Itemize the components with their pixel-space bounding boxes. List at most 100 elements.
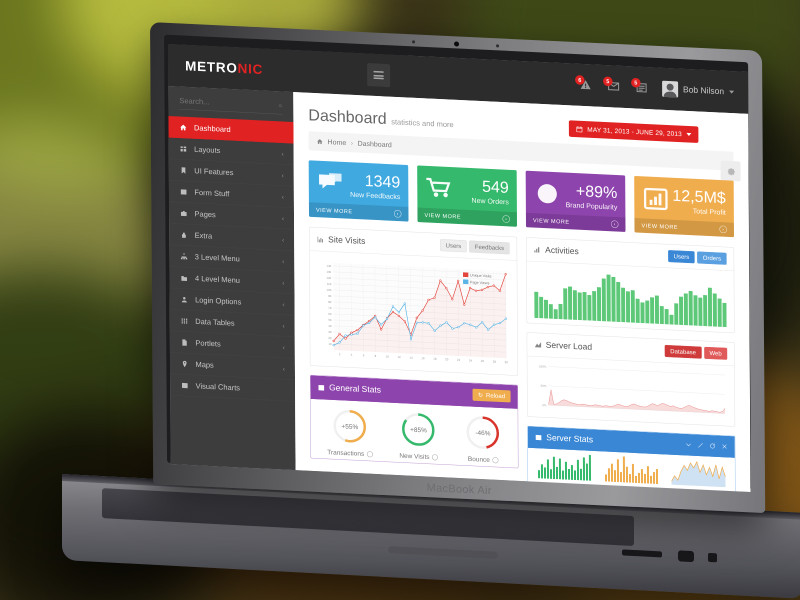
svg-text:30: 30 [505, 360, 509, 364]
sidebar: Dashboard Layouts ‹ UI Features ‹ Form Stuff ‹… [168, 86, 296, 471]
search-input[interactable] [179, 96, 279, 110]
portlet-title-text: Site Visits [328, 234, 366, 246]
info-icon[interactable] [432, 454, 439, 461]
tasks-icon[interactable]: 5 [630, 77, 649, 96]
alerts-icon[interactable]: 6 [574, 75, 593, 93]
sidebar-item-label: Visual Charts [195, 381, 241, 393]
sidebar-item-label: Form Stuff [194, 188, 230, 199]
sidebar-item-pages[interactable]: Pages ‹ [168, 202, 295, 230]
sidebar-item-maps[interactable]: Maps ‹ [169, 352, 296, 381]
activities-chart[interactable] [534, 269, 727, 328]
svg-text:26: 26 [481, 359, 485, 363]
sidebar-item-3-level-menu[interactable]: 3 Level Menu ‹ [169, 245, 295, 273]
refresh-icon[interactable] [709, 442, 716, 449]
svg-text:8: 8 [375, 354, 377, 358]
page-title: Dashboard statistics and more [308, 106, 453, 131]
breadcrumb: Home › Dashboard [308, 131, 734, 171]
info-icon[interactable] [366, 450, 373, 458]
breadcrumb-home[interactable]: Home [327, 137, 347, 147]
wrench-icon[interactable] [697, 442, 704, 449]
portlet-general-stats: General Stats ↻ Reload +55% Transactions +… [309, 374, 519, 469]
stat-tile-total-profit[interactable]: 12,5M$ Total Profit VIEW MORE › [634, 175, 735, 238]
chevron-left-icon: ‹ [281, 171, 284, 179]
site-visits-chart[interactable]: 10 20 30 40 50 60 70 80 90 100 110 120 130 140 2 4 6 8 10 1… [317, 257, 511, 369]
svg-text:18: 18 [433, 357, 437, 361]
sidebar-toggle-button[interactable] [367, 63, 391, 88]
stat-tile-new-orders[interactable]: 549 New Orders VIEW MORE › [417, 165, 518, 227]
chevron-down-icon[interactable] [685, 441, 692, 448]
sidebar-item-label: Layouts [194, 145, 221, 155]
svg-text:50%: 50% [541, 384, 547, 388]
sidebar-item-visual-charts[interactable]: Visual Charts [170, 374, 296, 402]
sidebar-item-label: Login Options [195, 295, 242, 307]
messages-icon[interactable]: 5 [602, 76, 621, 95]
arrow-right-icon: › [393, 209, 402, 218]
sidebar-item-form-stuff[interactable]: Form Stuff ‹ [168, 180, 294, 209]
button-users[interactable]: Users [440, 239, 467, 253]
sidebar-item-ui-features[interactable]: UI Features ‹ [168, 159, 294, 187]
sidebar-item-portlets[interactable]: Portlets ‹ [169, 331, 295, 359]
sidebar-item-label: Extra [194, 231, 213, 241]
sidebar-item-extra[interactable]: Extra ‹ [169, 223, 295, 252]
svg-text:Unique Visits: Unique Visits [470, 273, 492, 278]
grid-icon [180, 317, 189, 325]
logo[interactable]: METRONIC [185, 58, 263, 77]
chevron-down-icon [729, 90, 735, 94]
reload-icon: ↻ [477, 391, 484, 399]
info-icon[interactable] [492, 457, 499, 464]
donut-label: Bounce [467, 455, 490, 464]
file-icon [180, 338, 189, 346]
button-feedbacks[interactable]: Feedbacks [469, 240, 510, 255]
cart-icon [425, 176, 452, 202]
pin-icon [180, 360, 189, 368]
user-icon [180, 295, 189, 303]
stat-tile-new-feedbacks[interactable]: 1349 New Feedbacks VIEW MORE › [308, 160, 409, 222]
top-navbar: METRONIC 6 5 5 Bob Ni [168, 44, 749, 114]
logo-main: METRO [185, 58, 238, 76]
sidebar-item-dashboard[interactable]: Dashboard [168, 116, 294, 144]
svg-text:0%: 0% [542, 403, 547, 407]
donut-value: +55% [341, 422, 359, 431]
date-range-label: MAY 31, 2013 - JUNE 29, 2013 [587, 125, 682, 138]
button-database[interactable]: Database [664, 344, 702, 359]
view-more-label: VIEW MORE [424, 212, 462, 220]
sidebar-item-login-options[interactable]: Login Options ‹ [169, 288, 295, 316]
button-users[interactable]: Users [668, 250, 695, 264]
layout-icon [179, 145, 188, 153]
server-load-chart[interactable]: 0% 50% 100% [534, 362, 727, 420]
microphone-dot-2 [496, 44, 500, 48]
theme-settings-button[interactable] [720, 160, 741, 182]
sidebar-item-layouts[interactable]: Layouts ‹ [168, 137, 294, 166]
site-visits-toggle: Users Feedbacks [440, 239, 510, 255]
chevron-down-icon [686, 132, 692, 136]
close-icon[interactable] [721, 443, 728, 450]
sidebar-item-4-level-menu[interactable]: 4 Level Menu ‹ [169, 266, 295, 295]
chart-icon [180, 381, 189, 389]
usb-port [678, 550, 694, 563]
spark-cpu-load: CPU Load [604, 456, 659, 492]
navbar-right: 6 5 5 Bob Nilson [403, 55, 748, 114]
sidebar-item-label: Dashboard [193, 123, 231, 134]
chevron-left-icon: ‹ [282, 278, 285, 287]
server-stats-sparklines: Network CPU Load Load Rate [528, 448, 735, 492]
breadcrumb-separator: › [350, 138, 354, 147]
user-menu[interactable]: Bob Nilson [661, 80, 735, 100]
logo-accent: NIC [237, 60, 264, 77]
svg-text:2: 2 [339, 352, 341, 356]
reload-button[interactable]: ↻ Reload [472, 388, 511, 403]
sidebar-item-data-tables[interactable]: Data Tables ‹ [169, 309, 295, 338]
button-web[interactable]: Web [703, 346, 728, 360]
svg-text:16: 16 [421, 356, 425, 360]
stat-value: 12,5M$ [672, 185, 726, 207]
spark-load-rate: Load Rate [671, 459, 726, 492]
search-box[interactable] [179, 96, 283, 115]
arrow-right-icon: › [610, 220, 619, 229]
messages-badge: 5 [602, 76, 613, 87]
button-orders[interactable]: Orders [697, 251, 727, 265]
date-range-picker[interactable]: MAY 31, 2013 - JUNE 29, 2013 [568, 120, 699, 143]
user-name: Bob Nilson [682, 84, 725, 97]
arrow-right-icon: › [502, 215, 510, 223]
stat-tile-brand-popularity[interactable]: +89% Brand Popularity VIEW MORE › [525, 170, 626, 232]
alerts-badge: 6 [574, 75, 585, 86]
svg-text:40: 40 [328, 324, 332, 328]
